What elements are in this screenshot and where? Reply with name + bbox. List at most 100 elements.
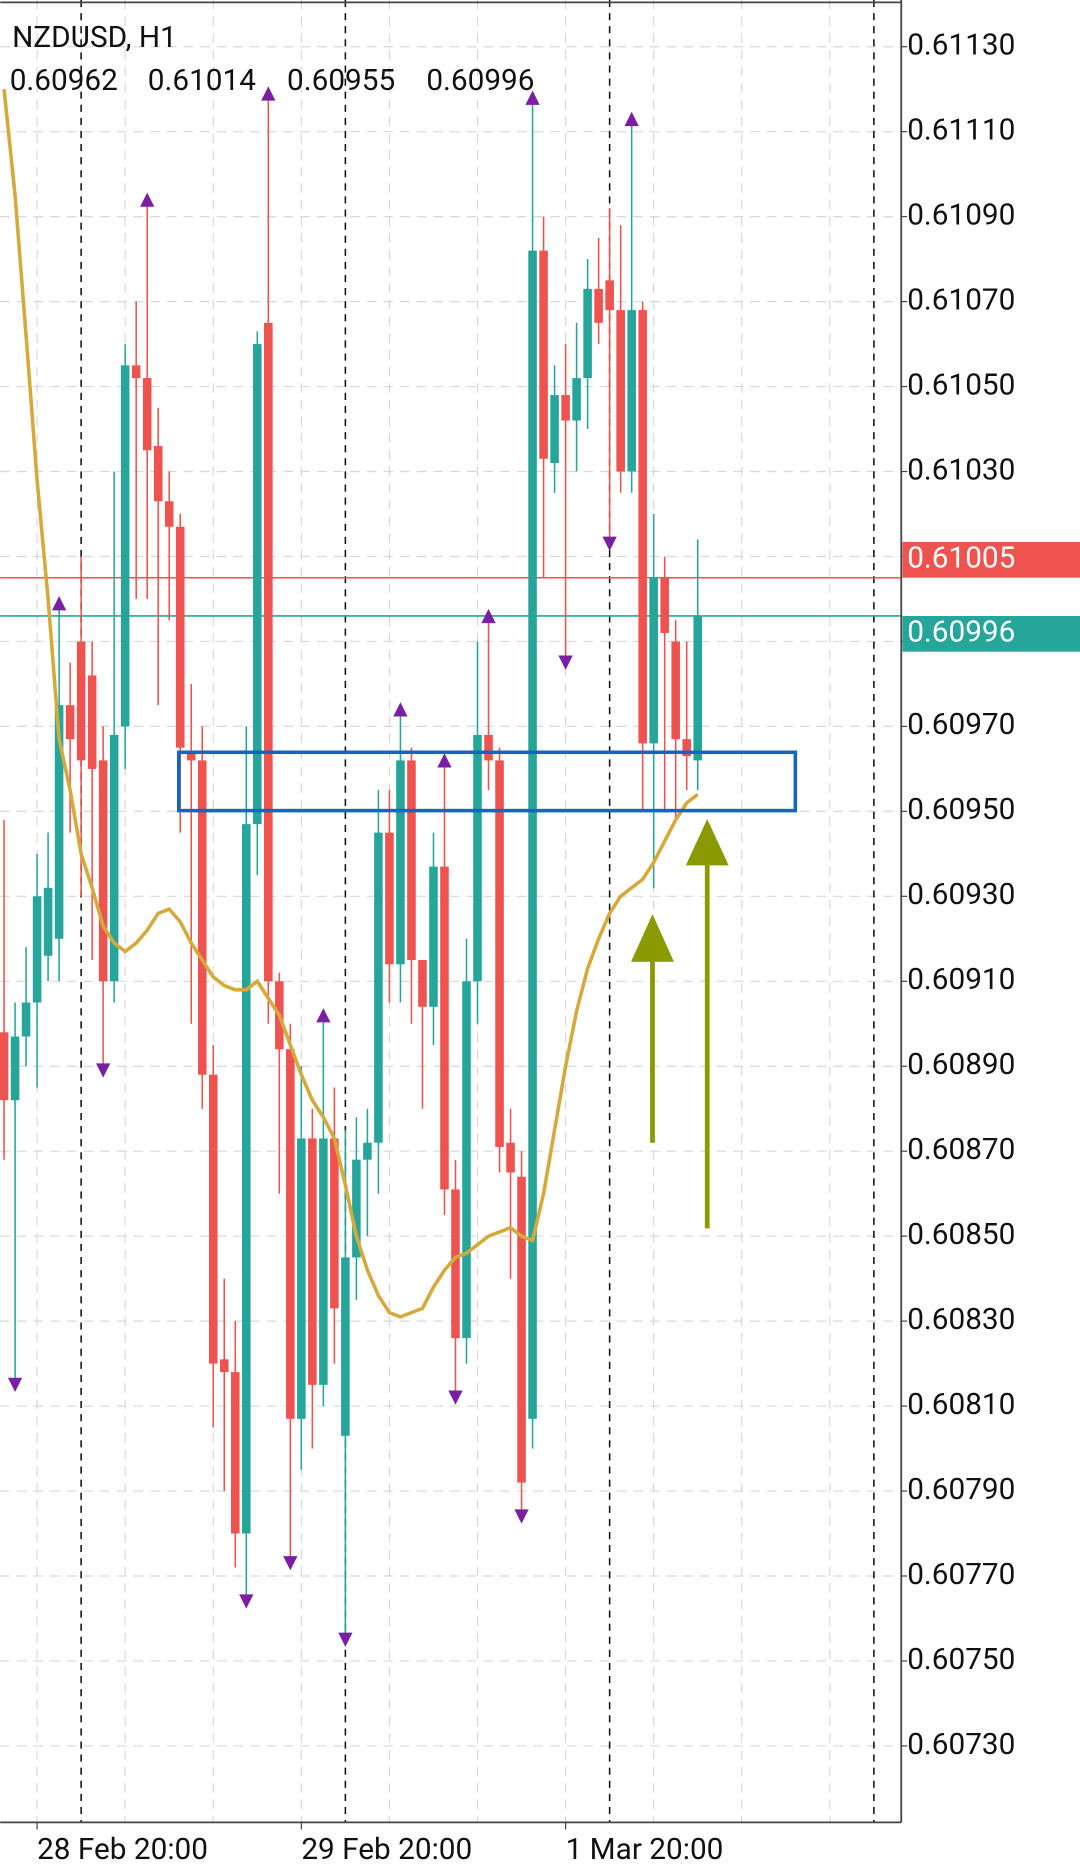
candle-body	[649, 577, 658, 744]
candle-body	[539, 250, 548, 459]
candle-body	[65, 705, 75, 740]
candle-body	[440, 866, 449, 1190]
axis: 0.61130 0.61110 0.61090 0.61070 0.61050 0.610…	[36, 28, 1080, 1867]
ohlc-open: 0.60962	[10, 63, 118, 98]
candle-body	[484, 734, 493, 761]
fractal-up	[437, 753, 452, 768]
fractal-up	[51, 596, 67, 611]
candle-body	[451, 1189, 460, 1339]
fractal-down	[602, 536, 617, 551]
candle-body	[297, 1138, 306, 1419]
candle-body	[506, 1142, 515, 1173]
fractal-down	[448, 1390, 463, 1405]
candle-body	[693, 615, 703, 761]
y-tick-label: 0.60970	[907, 707, 1015, 742]
annotation-arrow	[631, 914, 674, 1143]
fractal-up	[316, 1008, 331, 1023]
ohlc-high: 0.61014	[148, 63, 256, 98]
y-tick-label: 0.60870	[907, 1132, 1015, 1167]
fractal-down	[96, 1063, 111, 1078]
candle-body	[682, 739, 691, 757]
fractal-down	[239, 1594, 254, 1609]
candle-body	[429, 866, 438, 1007]
price-label-box	[902, 615, 1080, 652]
candle-body	[638, 310, 647, 744]
candle-body	[385, 832, 394, 965]
candle-body	[495, 760, 504, 1147]
candle-body	[21, 1002, 31, 1037]
candle-body	[286, 1049, 295, 1419]
arrow-head	[631, 914, 674, 962]
candle-body	[396, 760, 405, 965]
fractal-up	[481, 608, 496, 624]
moving-average	[2, 89, 699, 1319]
candle-body	[264, 322, 273, 982]
candle-body	[407, 760, 416, 961]
y-tick-label: 0.60770	[907, 1557, 1015, 1592]
candle-body	[374, 832, 383, 1143]
candle-body	[10, 1036, 20, 1101]
candle-body	[98, 760, 108, 982]
candle-body	[550, 395, 559, 464]
candle-body	[253, 344, 262, 825]
price-label: 0.61005	[907, 541, 1015, 576]
candle-body	[671, 641, 680, 740]
candle-body	[131, 365, 141, 379]
y-tick-label: 0.60750	[907, 1642, 1015, 1677]
candle-body	[660, 577, 669, 633]
y-tick-label: 0.60950	[907, 792, 1015, 827]
candle-body	[308, 1138, 317, 1385]
fractal-down	[514, 1509, 529, 1524]
y-tick-label: 0.60890	[907, 1047, 1015, 1082]
y-tick-label: 0.60930	[907, 877, 1015, 912]
candle-body	[528, 250, 537, 1419]
y-tick-label: 0.60730	[907, 1727, 1015, 1762]
price-label-box	[902, 542, 1080, 578]
fractal-up	[525, 90, 540, 105]
y-tick-label: 0.60810	[907, 1387, 1015, 1422]
x-tick-label: 28 Feb 20:00	[37, 1832, 208, 1867]
candle-body	[583, 288, 592, 379]
candle-body	[627, 310, 636, 472]
y-tick-label: 0.60830	[907, 1302, 1015, 1337]
y-tick-label: 0.61090	[907, 198, 1015, 233]
candle-body	[87, 675, 97, 769]
fractal-down	[338, 1632, 353, 1647]
fractal-up	[261, 86, 276, 101]
ohlc-close: 0.60996	[426, 63, 534, 98]
candle-body	[164, 501, 174, 527]
plot	[0, 86, 902, 1647]
candle-body	[616, 310, 625, 472]
y-tick-label: 0.61110	[907, 113, 1015, 148]
candle-body	[605, 280, 614, 311]
fractal-down	[558, 655, 573, 670]
y-tick-label: 0.61070	[907, 282, 1015, 317]
fractal-down	[283, 1556, 298, 1571]
x-tick-label: 1 Mar 20:00	[566, 1832, 724, 1867]
fractal-down	[7, 1377, 23, 1392]
fractal-up	[140, 192, 155, 207]
y-tick-label: 0.61030	[907, 452, 1015, 487]
candle-body	[32, 896, 42, 1003]
candle-body	[219, 1359, 229, 1373]
candle-body	[142, 378, 152, 451]
candle-body	[341, 1257, 350, 1436]
candle-body	[186, 751, 196, 761]
fractal-up	[624, 111, 639, 127]
candle-body	[473, 734, 482, 982]
candle-body	[462, 981, 471, 1339]
candle-body	[54, 705, 64, 939]
candle-body	[109, 734, 119, 982]
zone-rectangle	[176, 750, 798, 813]
candle-body	[561, 395, 570, 421]
candle-body	[418, 960, 427, 1007]
candle-body	[76, 641, 86, 761]
candle-body	[242, 824, 251, 1534]
y-tick-label: 0.60910	[907, 962, 1015, 997]
candle-body	[319, 1138, 328, 1385]
annotation-arrow	[685, 818, 729, 1229]
candle-body	[230, 1372, 240, 1534]
candle-body	[197, 760, 207, 1075]
candle-body	[594, 288, 603, 323]
